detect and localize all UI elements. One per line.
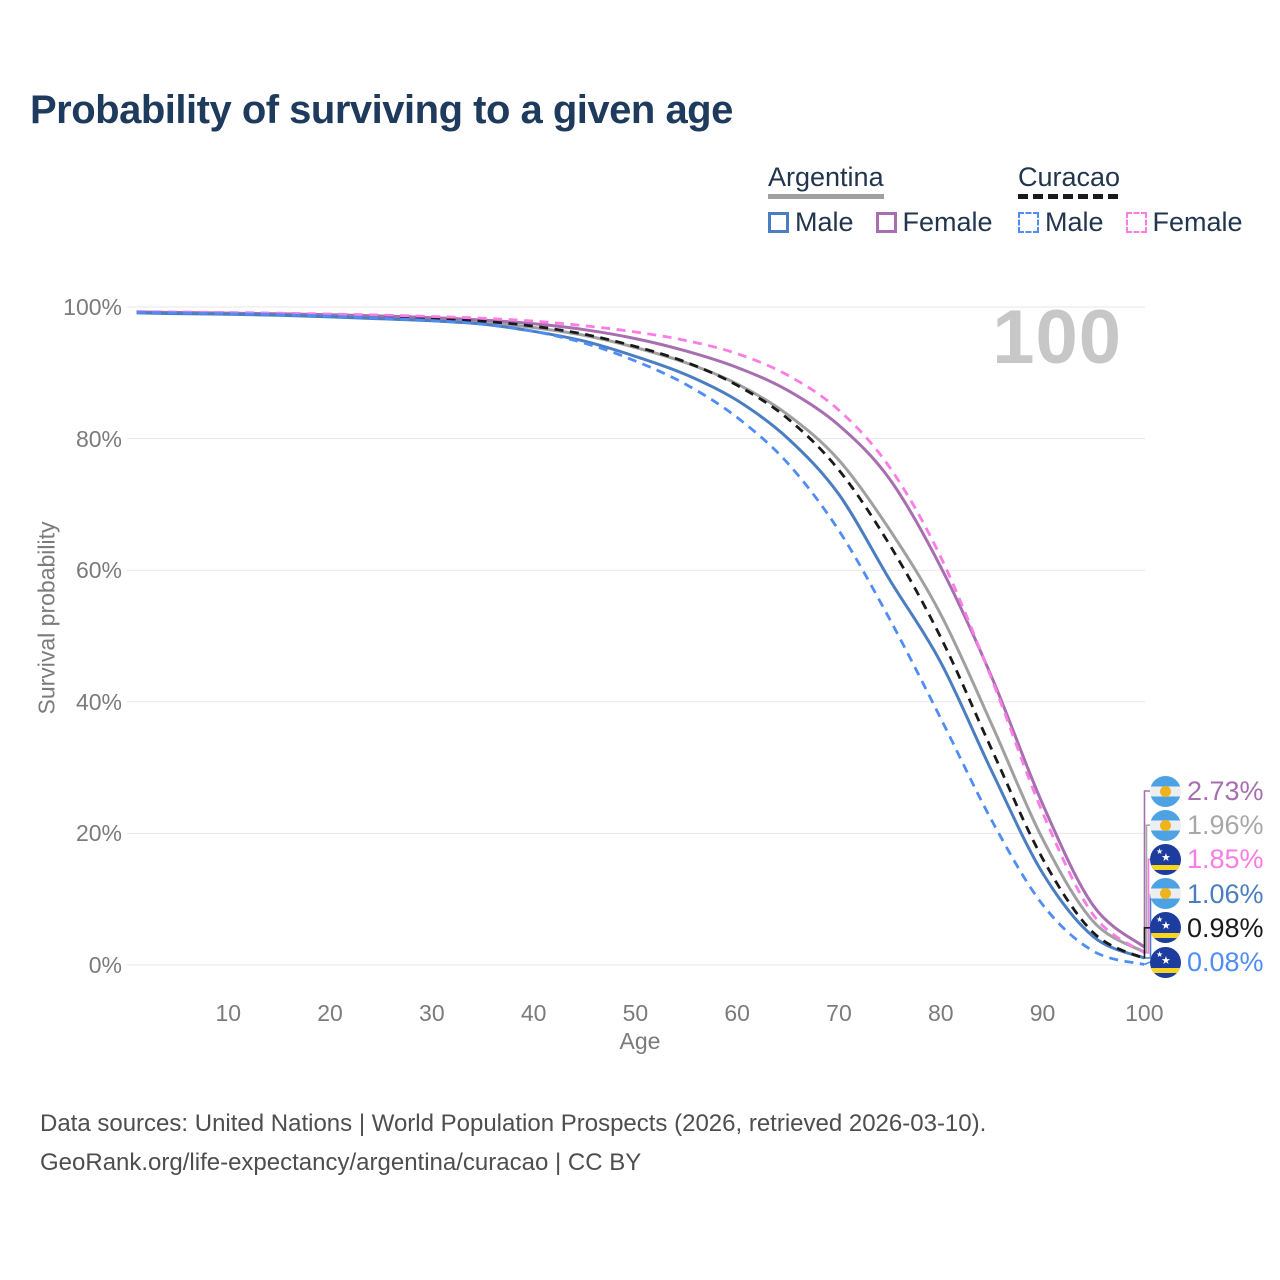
curve-argentina-male[interactable] bbox=[136, 311, 1145, 960]
end-label-argentina-both: 1.96% bbox=[1150, 809, 1264, 841]
curacao-male-label: Male bbox=[1045, 207, 1104, 237]
legend-country-argentina[interactable]: Argentina bbox=[768, 162, 993, 199]
legend-group-argentina: Argentina Male Female bbox=[768, 162, 993, 238]
legend-item-curacao-female[interactable]: Female bbox=[1125, 207, 1243, 238]
footer-data-sources: Data sources: United Nations | World Pop… bbox=[40, 1110, 987, 1137]
end-label-curacao-female: ★ ★ 1.85% bbox=[1150, 843, 1264, 875]
end-label-curacao-both: ★ ★ 0.98% bbox=[1150, 912, 1264, 944]
y-axis-title: Survival probability bbox=[33, 521, 60, 715]
argentina-line-style-swatch bbox=[768, 194, 884, 199]
chart-title: Probability of surviving to a given age bbox=[30, 88, 733, 132]
x-tick-label: 40 bbox=[520, 1000, 547, 1026]
x-axis-title: Age bbox=[619, 1028, 661, 1054]
y-tick-label: 60% bbox=[75, 557, 122, 584]
legend-items-argentina: Male Female bbox=[768, 207, 993, 238]
argentina-flag-icon bbox=[1150, 775, 1181, 807]
end-label-curacao-male: ★ ★ 0.08% bbox=[1150, 946, 1264, 978]
curve-curacao-female[interactable] bbox=[136, 310, 1146, 954]
y-tick-label: 80% bbox=[75, 425, 122, 452]
y-tick-label: 0% bbox=[88, 952, 122, 978]
end-label-argentina-female: 2.73% bbox=[1150, 775, 1264, 807]
curacao-flag-icon: ★ ★ bbox=[1150, 843, 1181, 875]
legend-item-argentina-female[interactable]: Female bbox=[875, 207, 993, 238]
curve-curacao-male[interactable] bbox=[136, 310, 1145, 966]
legend-items-curacao: Male Female bbox=[1018, 207, 1243, 238]
curacao-female-label: Female bbox=[1152, 207, 1243, 237]
legend-country-curacao-label: Curacao bbox=[1018, 162, 1121, 192]
end-label-connector-curacao-both bbox=[1143, 927, 1150, 959]
argentina-female-swatch-icon bbox=[875, 212, 897, 233]
hover-age-indicator: 100 bbox=[992, 295, 1122, 380]
x-tick-label: 20 bbox=[317, 1000, 343, 1026]
x-tick-label: 30 bbox=[419, 1000, 445, 1026]
curve-curacao-both[interactable] bbox=[136, 310, 1145, 960]
curve-argentina-both[interactable] bbox=[136, 310, 1146, 954]
x-tick-label: 70 bbox=[826, 1000, 852, 1026]
argentina-flag-icon bbox=[1150, 878, 1181, 910]
curacao-male-swatch-icon bbox=[1018, 212, 1039, 233]
legend-country-curacao[interactable]: Curacao bbox=[1018, 162, 1243, 199]
end-label-value: 0.08% bbox=[1187, 947, 1264, 977]
legend-item-curacao-male[interactable]: Male bbox=[1018, 207, 1104, 238]
argentina-male-swatch-icon bbox=[768, 212, 789, 233]
y-tick-label: 20% bbox=[75, 820, 122, 847]
x-tick-label: 60 bbox=[724, 1000, 750, 1026]
y-tick-label: 40% bbox=[75, 688, 122, 715]
argentina-flag-icon bbox=[1150, 809, 1181, 841]
end-label-connector-curacao-male bbox=[1144, 961, 1151, 966]
x-tick-label: 90 bbox=[1029, 1000, 1056, 1026]
x-tick-label: 80 bbox=[927, 1000, 954, 1026]
end-label-value: 1.06% bbox=[1187, 878, 1264, 909]
footer: Data sources: United Nations | World Pop… bbox=[40, 1104, 986, 1182]
legend-item-argentina-male[interactable]: Male bbox=[768, 207, 854, 238]
footer-attribution: GeoRank.org/life-expectancy/argentina/cu… bbox=[40, 1149, 642, 1176]
x-tick-label: 50 bbox=[622, 1000, 649, 1026]
argentina-female-label: Female bbox=[902, 207, 993, 237]
curacao-line-style-swatch bbox=[1018, 194, 1118, 199]
curacao-female-swatch-icon bbox=[1125, 212, 1147, 233]
end-label-value: 1.85% bbox=[1187, 844, 1264, 875]
end-label-connector-argentina-female bbox=[1143, 790, 1150, 947]
legend-group-curacao: Curacao Male Female bbox=[1018, 162, 1243, 238]
end-label-value: 0.98% bbox=[1187, 912, 1264, 943]
x-tick-label: 10 bbox=[215, 1000, 242, 1026]
end-label-value: 2.73% bbox=[1187, 776, 1264, 806]
y-tick-label: 100% bbox=[63, 294, 122, 320]
chart-plot-area[interactable] bbox=[0, 0, 1280, 1080]
end-label-connector-curacao-female bbox=[1144, 858, 1150, 954]
legend-country-argentina-label: Argentina bbox=[768, 162, 884, 192]
curacao-flag-icon: ★ ★ bbox=[1150, 946, 1181, 978]
argentina-male-label: Male bbox=[795, 207, 854, 237]
end-label-argentina-male: 1.06% bbox=[1150, 878, 1264, 910]
curve-argentina-female[interactable] bbox=[136, 310, 1146, 949]
curacao-flag-icon: ★ ★ bbox=[1150, 912, 1181, 944]
x-tick-label: 100 bbox=[1125, 1000, 1164, 1026]
end-label-value: 1.96% bbox=[1187, 810, 1264, 841]
